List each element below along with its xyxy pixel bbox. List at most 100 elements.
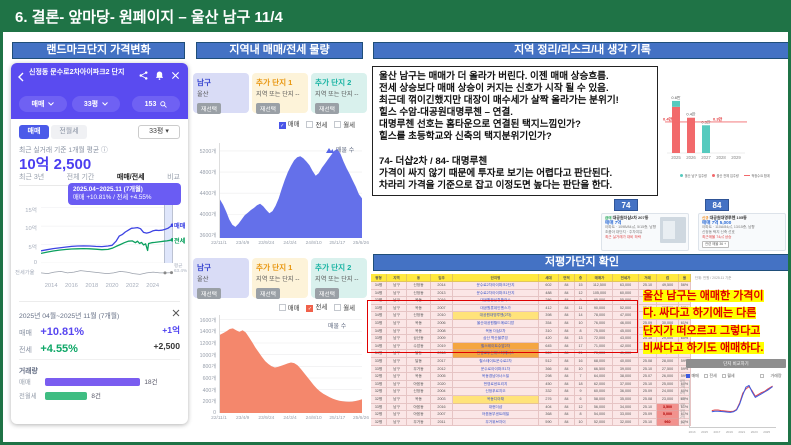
table-cell: 남구 [387, 403, 407, 412]
y-tick-label: 1억 [680, 421, 685, 425]
table-cell: 12 [575, 403, 587, 412]
table-cell: 남구 [387, 373, 407, 381]
table-row[interactable]: 32평 남구 야음동 2007 야음동부센트레빌 368 84 8 54,000 33,000 25… [371, 411, 691, 419]
table-cell: 54,000 [587, 411, 613, 419]
sale-chart-caption: 매물 수 [326, 145, 354, 154]
compare-checkbox[interactable]: 전세 [703, 373, 717, 379]
pill-trade-type[interactable]: 매매 [19, 96, 67, 112]
summary-sale-label: 매매 [19, 330, 32, 337]
reselect-button[interactable]: 재선택 [197, 288, 221, 299]
compare-volume-checkbox[interactable]: 거래량 [760, 373, 782, 379]
range-tab[interactable]: 비교 [167, 174, 180, 181]
table-cell: 2005 [431, 373, 453, 381]
reselect-button[interactable]: 재선택 [197, 103, 221, 114]
card-title: 추가 단지 2 [315, 263, 352, 272]
card-sub: 지역 또는 단지 -- [315, 276, 359, 283]
table-cell: 2019 [431, 342, 453, 351]
summary-row-sale: 매매 +10.81% +1억 [19, 322, 180, 340]
table-row[interactable]: 33평 남구 야음동 2020 번영로센트리지 450 84 18 62,000 37,000 25… [371, 380, 691, 389]
table-row[interactable]: 32평 남구 무거동 2011 무거위브자이 590 84 10 52,000 32,000 25.… [371, 418, 691, 427]
table-cell: 286 [539, 297, 559, 305]
x-tick-label: 25/6/26 [352, 416, 369, 421]
line-swatch [743, 175, 750, 176]
table-cell: 64,000 [587, 373, 613, 381]
pill-pyeong-label: 33평 [83, 101, 99, 108]
legend-item[interactable]: 매매 [278, 303, 299, 312]
table-cell: 신정푸르지오 [453, 388, 539, 396]
table-cell: 번영로두산위브더제니스 [453, 350, 539, 358]
table-cell: 960 [657, 418, 679, 427]
table-cell: 84 [559, 289, 575, 298]
table-row[interactable]: 32평 남구 옥동 2003 옥동디아채 276 84 6 58,000 35,000 25.08 2… [371, 395, 691, 404]
table-header-cell: 매매가 [587, 274, 613, 282]
pyeong-select[interactable]: 33평 ▾ [138, 125, 180, 139]
table-cell: 옥동 [407, 373, 431, 381]
table-cell: 84 [559, 312, 575, 320]
table-cell: 60% [679, 380, 691, 389]
checkbox [703, 374, 708, 378]
table-cell: 42,000 [613, 342, 639, 351]
compare-button[interactable]: 단지 비교하기 [686, 359, 786, 368]
table-row[interactable]: 34평 남구 수암동 2019 힐스테이트수암2차 645 84 17 71,000 42,000… [371, 342, 691, 351]
table-cell: 84 [559, 395, 575, 404]
y-tick-label: 4000개 [199, 212, 216, 219]
summary-close-icon[interactable] [172, 309, 180, 317]
legend-item: 울산 전체 입주량 [712, 173, 739, 178]
back-icon[interactable] [17, 72, 25, 82]
reselect-button[interactable]: 재선택 [256, 288, 280, 299]
table-cell: 14 [575, 312, 587, 320]
table-cell: 번영로센트리지 [453, 380, 539, 389]
checkbox [760, 374, 764, 378]
table-cell: 28,000 [657, 357, 679, 366]
related-listings-button[interactable]: 관련 매물 36 + [702, 240, 730, 248]
phone-card: 신정동 문수로2차아이파크2 단지 매매 [11, 63, 188, 424]
reselect-button[interactable]: 재선택 [315, 103, 339, 114]
table-cell: 신정동 [407, 312, 431, 320]
listing-card-84[interactable]: 신규 대공원대명루첸 105동 매매 7억 5,000 아파트 · 110A/8… [698, 213, 786, 251]
reselect-button[interactable]: 재선택 [256, 103, 280, 114]
trade-tab-sale[interactable]: 매매 [19, 125, 49, 139]
compare-checkbox[interactable]: 월세 [721, 373, 735, 379]
table-cell: 60% [679, 395, 691, 404]
divider [19, 359, 180, 360]
table-row[interactable]: 32평 남구 신정동 2004 신정푸르지오 332 84 9 60,000 36,000 25.0… [371, 388, 691, 396]
pill-count-label: 153 [144, 100, 157, 108]
compare-checkbox[interactable]: 매매 [686, 373, 699, 379]
table-row[interactable]: 34평 남구 신정동 2014 문수로2차아이파크2단지 602 84 15 112,500 63… [371, 282, 691, 290]
svg-text:2025: 2025 [671, 155, 681, 160]
close-icon[interactable] [171, 71, 180, 80]
legend-item[interactable]: 전세 [306, 120, 327, 129]
table-cell: 2009 [431, 335, 453, 343]
jeonse-chart-caption: 매물 수 [328, 324, 347, 330]
legend-item[interactable]: 월세 [334, 303, 355, 312]
table-row[interactable]: 33평 남구 달동 2017 힐스테이트문수로2차 512 84 16 68,000 40,000… [371, 357, 691, 366]
pill-count[interactable]: 153 [132, 96, 180, 112]
card-title: 남구 [197, 263, 211, 272]
table-cell: 2007 [431, 304, 453, 313]
table-cell: 23,000 [657, 395, 679, 404]
table-cell: 33평 [371, 304, 387, 313]
table-row[interactable]: 33평 남구 무거동 2012 문수로아이파크1차 366 84 10 66,500 39,000… [371, 365, 691, 374]
reselect-button[interactable]: 재선택 [315, 288, 339, 299]
table-row[interactable]: 33평 남구 옥동 2006 울산대공원월드메르디앙 354 84 10 76,000 46,00… [371, 319, 691, 328]
legend-item[interactable]: ✓ 매매 [278, 121, 300, 129]
table-cell: 45,000 [613, 327, 639, 336]
table-cell: 2020 [431, 380, 453, 389]
legend-item[interactable]: 월세 [334, 120, 355, 129]
legend-item[interactable]: ✓ 전세 [306, 304, 328, 312]
listing-card-74[interactable]: 급매 대공원더샵2차 207동 매매 7억 아파트 · 109B/84㎡, 5/… [601, 213, 689, 251]
table-cell: 34평 [371, 289, 387, 298]
pill-pyeong[interactable]: 33평 [72, 96, 120, 112]
table-row[interactable]: 33평 남구 야음동 2016 대현더샵 404 84 12 56,000 34,000 25.10… [371, 403, 691, 412]
table-cell: 2012 [431, 365, 453, 374]
table-cell: 310 [539, 327, 559, 336]
trade-tab-rent[interactable]: 전월세 [51, 125, 87, 139]
share-icon[interactable] [139, 71, 148, 80]
summary-sale-delta: +1억 [162, 325, 180, 335]
table-cell: 32평 [371, 395, 387, 404]
table-row[interactable]: 32평 남구 옥동 2005 옥동경남아너스빌 298 84 7 64,000 38,000 25.… [371, 373, 691, 381]
bell-icon[interactable] [155, 71, 164, 80]
range-tab[interactable]: 최근 3년 [19, 174, 45, 181]
pill-trade-label: 매매 [31, 101, 45, 108]
range-tab[interactable]: 전체 기간 [66, 174, 95, 181]
